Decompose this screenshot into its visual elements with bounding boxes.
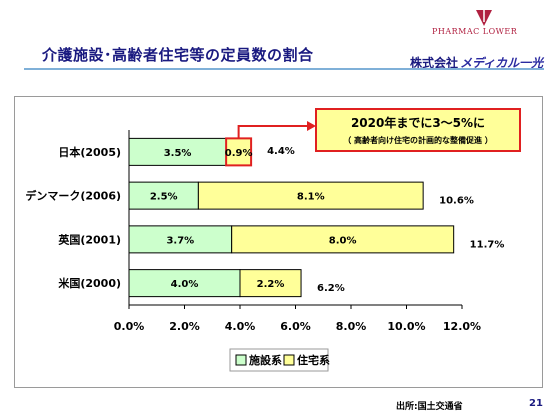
legend-label-housing: 住宅系 (297, 353, 330, 367)
x-tick-label: 10.0% (387, 320, 425, 333)
x-tick-label: 8.0% (336, 320, 367, 333)
callout-line2: （ 高齢者向け住宅の計画的な整備促進 ） (343, 135, 493, 145)
x-tick-label: 12.0% (443, 320, 481, 333)
company-brand: 株式会社 メディカル一光 (410, 54, 543, 71)
housing-bar (197, 181, 424, 210)
callout-arrow (237, 125, 308, 139)
category-label: 米国(2000) (57, 276, 121, 290)
facility-bar (128, 181, 199, 210)
bar-total-label: 6.2% (317, 283, 345, 294)
brand-logo-text: PHARMAC LOWER (432, 27, 518, 36)
bar-value-label: 2.5% (150, 192, 178, 203)
callout-box (315, 108, 521, 152)
flower-logo-icon (474, 8, 494, 32)
page-title: 介護施設･高齢者住宅等の定員数の割合 (42, 46, 314, 64)
x-tick-label: 4.0% (225, 320, 256, 333)
callout-arrowhead (307, 121, 316, 131)
facility-bar (128, 225, 233, 254)
legend-label-facility: 施設系 (249, 353, 282, 367)
page-number: 21 (529, 398, 543, 409)
source-note: 出所:国土交通省 (396, 402, 463, 412)
housing-bar (239, 269, 302, 298)
bar-total-label: 4.4% (267, 146, 295, 157)
callout-line1: 2020年までに3～5%に (351, 115, 485, 130)
x-tick-label: 0.0% (114, 320, 145, 333)
brand-name: メディカル一光 (460, 56, 544, 70)
category-label: デンマーク(2006) (25, 189, 121, 203)
bar-value-label: 2.2% (257, 279, 285, 290)
x-tick-label: 2.0% (169, 320, 200, 333)
legend-box (229, 348, 329, 372)
bar-value-label: 3.7% (166, 235, 194, 246)
header-rule (24, 68, 544, 70)
bar-value-label: 0.9% (225, 148, 253, 159)
bar-value-label: 8.0% (329, 235, 357, 246)
legend-swatch-facility (235, 354, 247, 366)
bar-total-label: 10.6% (439, 196, 474, 207)
category-label: 英国(2001) (57, 232, 121, 246)
category-label: 日本(2005) (58, 145, 121, 159)
brand-prefix: 株式会社 (410, 56, 459, 70)
bar-total-label: 11.7% (470, 239, 505, 250)
legend-swatch-housing (283, 354, 295, 366)
housing-bar (225, 137, 253, 167)
housing-bar (231, 225, 455, 254)
bar-value-label: 4.0% (171, 279, 199, 290)
bar-value-label: 8.1% (297, 192, 325, 203)
x-tick-label: 6.0% (280, 320, 311, 333)
bar-value-label: 3.5% (164, 148, 192, 159)
